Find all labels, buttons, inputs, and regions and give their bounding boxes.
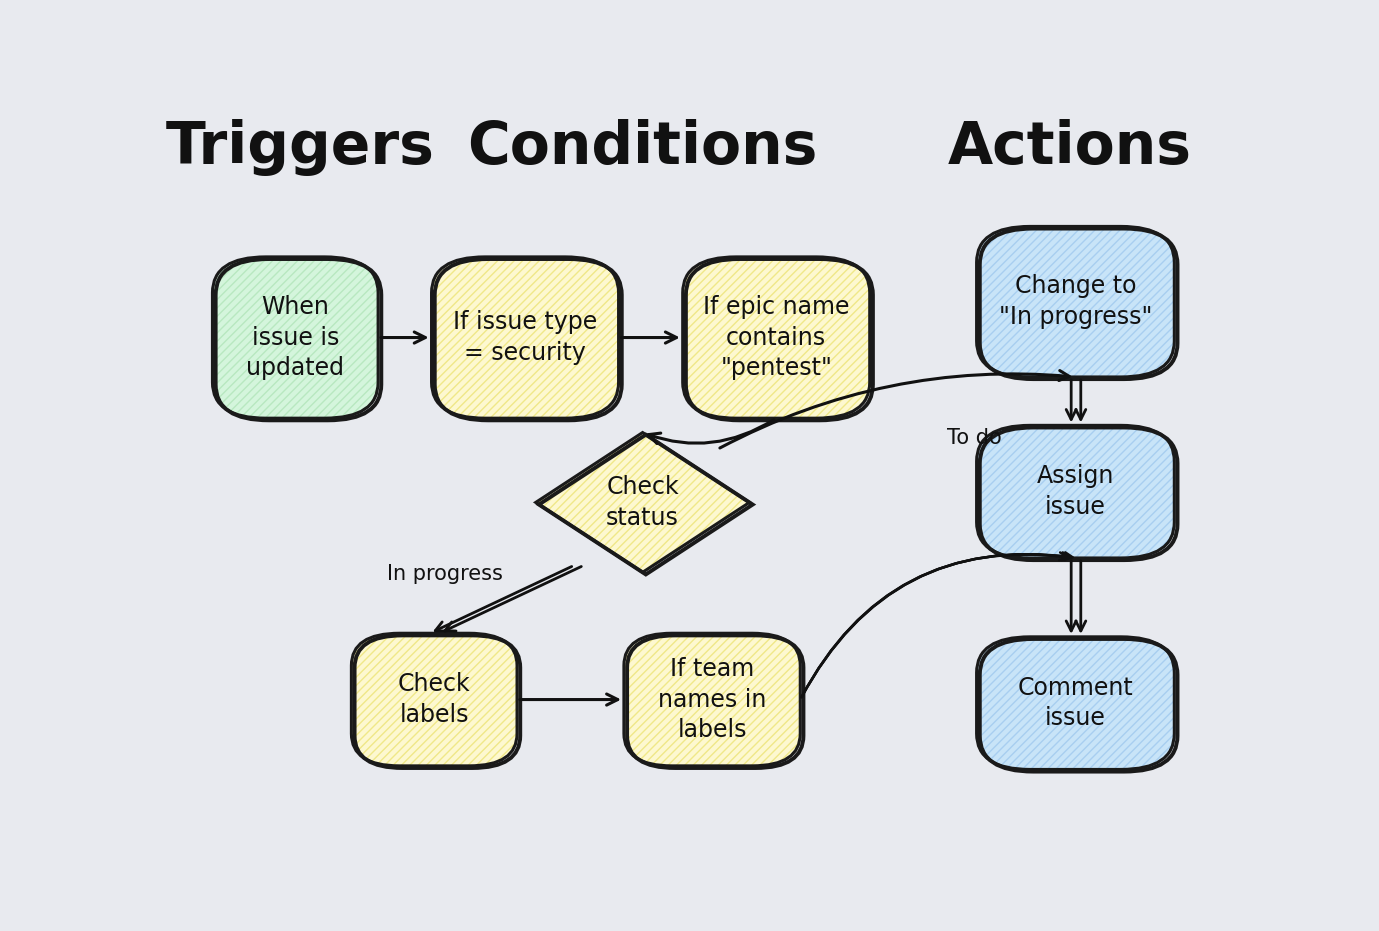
Text: Triggers: Triggers (167, 119, 434, 176)
Text: If issue type
= security: If issue type = security (452, 310, 597, 365)
FancyBboxPatch shape (976, 637, 1175, 769)
Text: Actions: Actions (949, 119, 1191, 176)
Text: Comment
issue: Comment issue (1018, 676, 1134, 731)
Text: When
issue is
updated: When issue is updated (247, 295, 345, 380)
Text: Check
status: Check status (607, 475, 678, 530)
FancyBboxPatch shape (976, 425, 1175, 558)
FancyBboxPatch shape (352, 633, 517, 766)
Text: Assign
issue: Assign issue (1037, 465, 1114, 519)
FancyBboxPatch shape (683, 257, 870, 418)
Text: Check
labels: Check labels (399, 672, 470, 727)
Text: Conditions: Conditions (467, 119, 818, 176)
FancyBboxPatch shape (623, 633, 800, 766)
FancyBboxPatch shape (976, 226, 1175, 377)
FancyBboxPatch shape (212, 257, 378, 418)
Text: If epic name
contains
"pentest": If epic name contains "pentest" (703, 295, 849, 380)
Text: Change to
"In progress": Change to "In progress" (998, 275, 1151, 329)
Text: To do: To do (947, 428, 1003, 448)
Text: In progress: In progress (387, 564, 503, 584)
Text: If team
names in
labels: If team names in labels (658, 657, 767, 742)
FancyBboxPatch shape (432, 257, 619, 418)
Polygon shape (536, 433, 750, 573)
